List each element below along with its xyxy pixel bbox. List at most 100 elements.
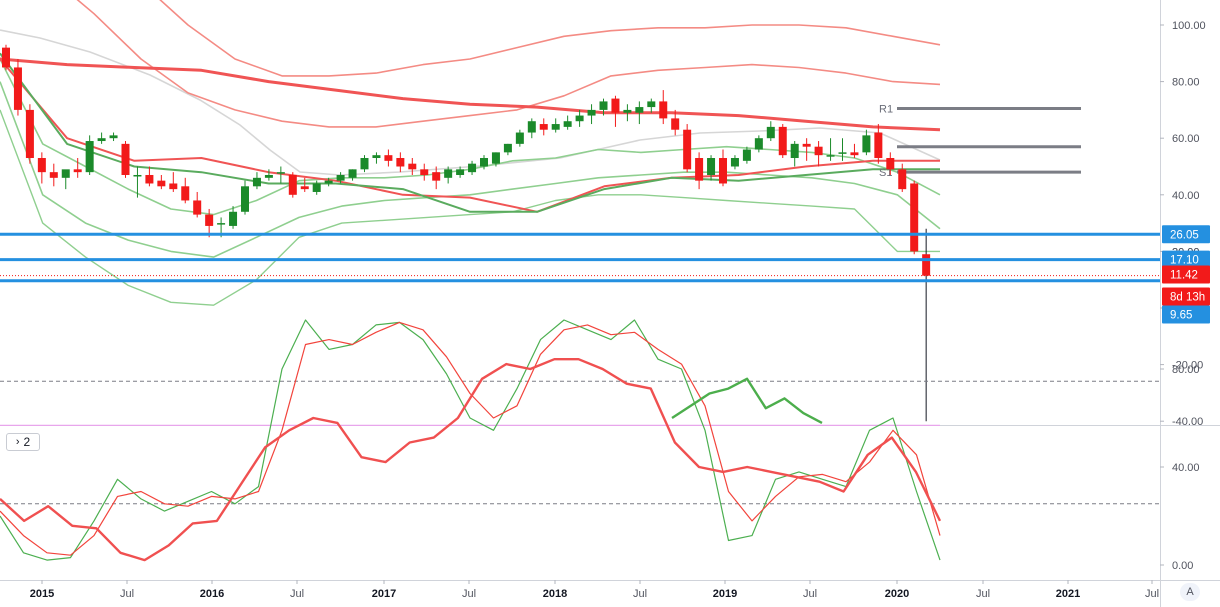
x-tick-label: 2020 bbox=[885, 588, 909, 600]
candle-body bbox=[790, 143, 799, 159]
candle-body bbox=[49, 172, 58, 178]
upper-band-red-outer bbox=[159, 0, 941, 77]
osc-series-stoch_d bbox=[0, 321, 941, 556]
candle-body bbox=[2, 47, 10, 68]
candle-body bbox=[169, 183, 178, 190]
candle-body bbox=[85, 141, 94, 173]
candle-body bbox=[133, 174, 142, 177]
candle-body bbox=[778, 126, 787, 156]
candle-body bbox=[862, 135, 871, 153]
countdown-label-bg bbox=[1162, 287, 1210, 306]
price-label-9: 9.65 bbox=[1170, 310, 1192, 322]
candle-body bbox=[742, 149, 751, 161]
candle-body bbox=[145, 174, 154, 184]
candle-body bbox=[264, 174, 273, 178]
candle-body bbox=[575, 115, 584, 122]
candle-body bbox=[623, 109, 632, 113]
candle-body bbox=[73, 169, 82, 173]
candle-body bbox=[241, 186, 249, 212]
price-label-9-bg bbox=[1162, 305, 1210, 324]
x-tick-label: 2017 bbox=[372, 588, 396, 600]
candle-body bbox=[754, 138, 763, 150]
auto-scale-button[interactable]: A bbox=[1180, 583, 1200, 601]
candle-body bbox=[563, 121, 572, 127]
upper-band-red-inner bbox=[76, 0, 941, 128]
price-label-17-bg bbox=[1162, 250, 1210, 269]
candle-body bbox=[874, 132, 883, 159]
candle-body bbox=[647, 101, 656, 108]
price-label-17: 17.10 bbox=[1170, 255, 1199, 267]
osc-series-rsi_red bbox=[0, 358, 942, 562]
y-tick-label: -40.00 bbox=[1172, 416, 1203, 428]
candle-body bbox=[838, 152, 847, 154]
candle-body bbox=[360, 158, 369, 170]
candle-body bbox=[719, 158, 727, 184]
x-tick-label: Jul bbox=[976, 588, 990, 600]
moving-average-ma_green bbox=[0, 52, 940, 213]
candle-body bbox=[527, 121, 536, 133]
x-tick-label: Jul bbox=[633, 588, 647, 600]
candle-body bbox=[635, 107, 644, 113]
x-tick-label: 2016 bbox=[200, 588, 224, 600]
price-label-current: 11.42 bbox=[1170, 270, 1198, 282]
candle-body bbox=[707, 158, 716, 175]
candle-body bbox=[587, 109, 596, 116]
candle-body bbox=[229, 211, 238, 226]
candle-body bbox=[456, 169, 465, 175]
y-tick-label: 100.00 bbox=[1172, 20, 1206, 32]
y-tick-label: -20.00 bbox=[1172, 360, 1203, 372]
candle-body bbox=[515, 132, 524, 144]
countdown-label: 8d 13h bbox=[1170, 292, 1205, 304]
osc-tick-label: 80.00 bbox=[1172, 364, 1200, 376]
candle-body bbox=[659, 101, 668, 119]
x-tick-label: 2018 bbox=[543, 588, 567, 600]
candle-body bbox=[205, 214, 214, 226]
price-label-26: 26.05 bbox=[1170, 229, 1199, 241]
x-tick-label: 2019 bbox=[713, 588, 737, 600]
candle-body bbox=[348, 169, 357, 178]
indicator-count: 2 bbox=[23, 435, 31, 449]
chevron-right-icon: › bbox=[15, 436, 20, 448]
candle-body bbox=[491, 152, 500, 164]
candle-body bbox=[396, 158, 405, 167]
candle-body bbox=[683, 129, 692, 170]
osc-tick-label: 40.00 bbox=[1172, 462, 1200, 474]
x-tick-label: Jul bbox=[462, 588, 476, 600]
candle-body bbox=[121, 143, 130, 175]
candle-body bbox=[886, 158, 895, 170]
x-tick-label: Jul bbox=[290, 588, 304, 600]
indicator-collapse-button[interactable]: › 2 bbox=[6, 433, 40, 451]
price-label-26-bg bbox=[1162, 225, 1210, 244]
osc-series-rsi_green bbox=[671, 377, 823, 424]
candle-body bbox=[276, 172, 285, 174]
x-tick-label: 2015 bbox=[30, 588, 54, 600]
candle-body bbox=[384, 155, 393, 161]
candle-body bbox=[551, 124, 560, 130]
candle-body bbox=[611, 98, 620, 113]
candle-body bbox=[539, 124, 548, 130]
candle-body bbox=[312, 183, 321, 192]
y-tick-label: 60.00 bbox=[1172, 133, 1200, 145]
candle-body bbox=[850, 152, 859, 156]
candle-body bbox=[671, 118, 680, 130]
candle-body bbox=[814, 146, 823, 156]
candle-body bbox=[97, 138, 106, 142]
candle-body bbox=[480, 158, 488, 167]
candle-body bbox=[25, 109, 34, 159]
candle-body bbox=[922, 254, 931, 276]
price-label-current-bg bbox=[1162, 265, 1210, 284]
candle-body bbox=[109, 135, 118, 139]
candle-body bbox=[468, 163, 477, 173]
candle-body bbox=[300, 186, 309, 190]
candle-body bbox=[766, 126, 775, 139]
x-tick-label: Jul bbox=[120, 588, 134, 600]
candle-body bbox=[599, 101, 608, 110]
candle-body bbox=[288, 174, 297, 195]
x-tick-label: Jul bbox=[1145, 588, 1159, 600]
candle-body bbox=[503, 143, 512, 153]
y-tick-label: 40.00 bbox=[1172, 190, 1200, 202]
candle-body bbox=[444, 169, 453, 178]
candle-body bbox=[730, 158, 739, 167]
candle-body bbox=[802, 143, 811, 147]
